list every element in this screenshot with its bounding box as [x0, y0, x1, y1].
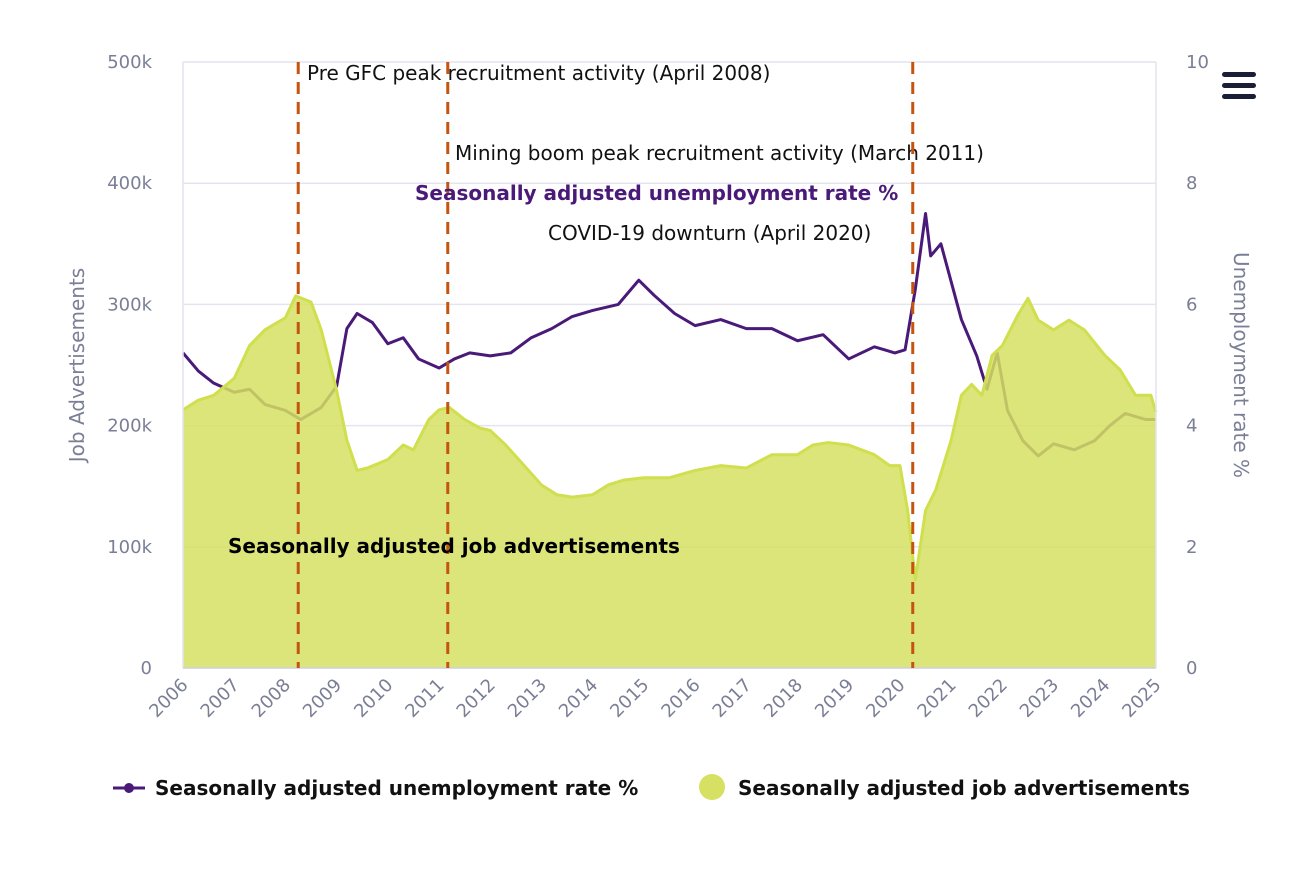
x-tick-label: 2020	[862, 675, 909, 722]
x-tick-label: 2006	[145, 675, 192, 722]
legend-label-unemployment: Seasonally adjusted unemployment rate %	[155, 776, 638, 800]
legend-marker-icon	[699, 774, 725, 800]
y-left-tick-label: 0	[141, 658, 152, 679]
legend: Seasonally adjusted unemployment rate % …	[113, 774, 1190, 800]
x-tick-label: 2023	[1016, 675, 1063, 722]
job-ads-area	[183, 295, 1156, 668]
x-tick-label: 2008	[248, 675, 295, 722]
y-left-tick-label: 200k	[107, 416, 152, 437]
y-left-tick-label: 300k	[107, 294, 152, 315]
annotations: Pre GFC peak recruitment activity (April…	[296, 61, 984, 668]
x-tick-label: 2017	[709, 675, 756, 722]
hamburger-menu-icon[interactable]	[1222, 72, 1256, 99]
unemployment-series-label: Seasonally adjusted unemployment rate %	[415, 181, 898, 205]
x-tick-label: 2015	[606, 675, 653, 722]
job-ads-line	[182, 294, 1158, 582]
x-tick-label: 2014	[555, 675, 602, 722]
x-tick-label: 2022	[965, 675, 1012, 722]
y-right-tick-label: 8	[1186, 173, 1197, 194]
x-tick-label: 2007	[197, 675, 244, 722]
x-tick-label: 2016	[657, 675, 704, 722]
y-left-tick-label: 500k	[107, 52, 152, 73]
y-right-tick-label: 10	[1186, 52, 1209, 73]
x-tick-label: 2009	[299, 675, 346, 722]
legend-item-job-ads[interactable]: Seasonally adjusted job advertisements	[699, 774, 1190, 800]
job-ads-area-layer	[182, 294, 1158, 668]
x-tick-label: 2025	[1118, 675, 1165, 722]
x-tick-label: 2021	[913, 675, 960, 722]
annotation-label: Mining boom peak recruitment activity (M…	[455, 141, 984, 165]
x-tick-label: 2013	[504, 675, 551, 722]
x-tick-label: 2024	[1067, 675, 1114, 722]
x-tick-label: 2010	[350, 675, 397, 722]
x-tick-label: 2019	[811, 675, 858, 722]
y-left-tick-label: 100k	[107, 537, 152, 558]
x-tick-label: 2018	[760, 675, 807, 722]
legend-label-job-ads: Seasonally adjusted job advertisements	[738, 776, 1190, 800]
job-ads-series-label: Seasonally adjusted job advertisements	[228, 534, 680, 558]
legend-marker-icon	[124, 783, 134, 793]
y-right-tick-label: 0	[1186, 658, 1197, 679]
x-tick-label: 2012	[453, 675, 500, 722]
legend-item-unemployment[interactable]: Seasonally adjusted unemployment rate %	[113, 776, 638, 800]
y-right-tick-label: 2	[1186, 537, 1197, 558]
x-tick-label: 2011	[401, 675, 448, 722]
y-left-tick-label: 400k	[107, 173, 152, 194]
y-right-tick-label: 6	[1186, 294, 1197, 315]
annotation-label: COVID-19 downturn (April 2020)	[548, 221, 871, 245]
y-right-title: Unemployment rate %	[1229, 252, 1253, 478]
y-left-title: Job Advertisements	[65, 268, 89, 464]
annotation-label: Pre GFC peak recruitment activity (April…	[307, 61, 770, 85]
y-right-tick-label: 4	[1186, 416, 1197, 437]
